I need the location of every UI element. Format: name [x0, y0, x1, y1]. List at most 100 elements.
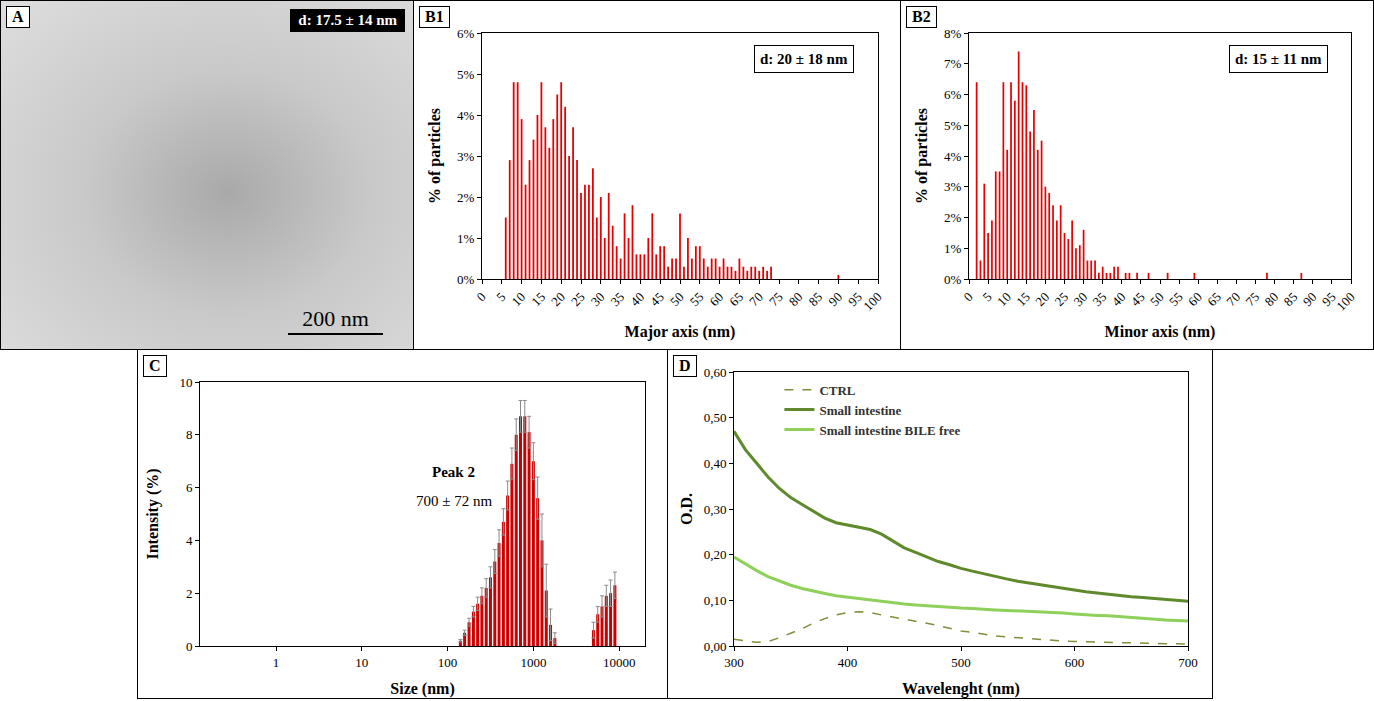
svg-text:65: 65: [1204, 289, 1224, 309]
svg-text:Size (nm): Size (nm): [390, 680, 454, 698]
svg-text:4%: 4%: [944, 149, 962, 164]
svg-text:400: 400: [838, 655, 858, 670]
svg-text:80: 80: [1262, 289, 1282, 309]
svg-text:90: 90: [1300, 289, 1320, 309]
svg-text:6%: 6%: [944, 87, 962, 102]
svg-text:Small intestine BILE free: Small intestine BILE free: [819, 423, 960, 438]
svg-text:0: 0: [961, 289, 976, 304]
svg-text:90: 90: [825, 289, 845, 309]
svg-text:30: 30: [588, 289, 608, 309]
html-text:200 nm: 200 nm: [302, 306, 369, 331]
svg-text:50: 50: [1147, 289, 1167, 309]
svg-text:8: 8: [186, 427, 193, 442]
html-text:B2: B2: [912, 8, 931, 25]
svg-text:35: 35: [1090, 289, 1110, 309]
svg-text:0,50: 0,50: [704, 410, 727, 425]
svg-text:100: 100: [1333, 289, 1357, 313]
svg-text:2: 2: [186, 586, 193, 601]
svg-text:3%: 3%: [457, 149, 475, 164]
svg-text:5%: 5%: [944, 118, 962, 133]
svg-text:4%: 4%: [457, 108, 475, 123]
svg-text:0,00: 0,00: [704, 639, 727, 654]
html-text:d: 17.5 ± 14 nm: d: 17.5 ± 14 nm: [298, 12, 397, 28]
svg-text:6%: 6%: [457, 26, 475, 41]
svg-text:1000: 1000: [520, 655, 546, 670]
svg-text:Small intestine: Small intestine: [819, 403, 901, 418]
svg-text:100: 100: [438, 655, 458, 670]
svg-text:70: 70: [1223, 289, 1243, 309]
svg-text:55: 55: [1166, 289, 1186, 309]
svg-text:70: 70: [746, 289, 766, 309]
svg-text:3%: 3%: [944, 179, 962, 194]
svg-text:5: 5: [980, 289, 995, 304]
svg-text:75: 75: [1242, 289, 1262, 309]
svg-text:15: 15: [528, 289, 548, 309]
svg-text:0,60: 0,60: [704, 365, 727, 380]
svg-text:1%: 1%: [944, 241, 962, 256]
svg-text:40: 40: [1109, 289, 1129, 309]
svg-text:25: 25: [1051, 289, 1071, 309]
svg-text:40: 40: [627, 289, 647, 309]
svg-text:50: 50: [667, 289, 687, 309]
svg-text:45: 45: [1128, 289, 1148, 309]
svg-text:0: 0: [186, 639, 193, 654]
svg-text:10: 10: [994, 289, 1014, 309]
svg-text:80: 80: [786, 289, 806, 309]
svg-text:7%: 7%: [944, 56, 962, 71]
svg-text:30: 30: [1071, 289, 1091, 309]
svg-text:25: 25: [568, 289, 588, 309]
svg-text:% of particles: % of particles: [913, 108, 931, 204]
svg-text:0,30: 0,30: [704, 502, 727, 517]
svg-text:65: 65: [726, 289, 746, 309]
svg-text:Major axis (nm): Major axis (nm): [625, 323, 736, 341]
svg-text:95: 95: [1319, 289, 1339, 309]
svg-text:60: 60: [1185, 289, 1205, 309]
svg-text:Wavelenght (nm): Wavelenght (nm): [902, 680, 1020, 698]
svg-text:100: 100: [860, 289, 884, 313]
svg-text:500: 500: [951, 655, 971, 670]
svg-text:700 ± 72 nm: 700 ± 72 nm: [416, 493, 492, 509]
svg-text:45: 45: [647, 289, 667, 309]
svg-text:6: 6: [186, 480, 193, 495]
svg-text:600: 600: [1065, 655, 1085, 670]
svg-text:1%: 1%: [457, 231, 475, 246]
html-text:B1: B1: [425, 8, 444, 25]
svg-text:10000: 10000: [603, 655, 636, 670]
svg-text:5%: 5%: [457, 67, 475, 82]
svg-text:CTRL: CTRL: [819, 383, 855, 398]
svg-text:0,40: 0,40: [704, 456, 727, 471]
svg-text:0%: 0%: [944, 272, 962, 287]
svg-text:60: 60: [707, 289, 727, 309]
svg-text:0: 0: [474, 289, 489, 304]
svg-text:0%: 0%: [457, 272, 475, 287]
svg-text:4: 4: [186, 533, 193, 548]
svg-text:0,20: 0,20: [704, 547, 727, 562]
svg-text:Minor axis (nm): Minor axis (nm): [1105, 323, 1216, 341]
svg-text:85: 85: [806, 289, 826, 309]
svg-text:55: 55: [687, 289, 707, 309]
svg-text:0,10: 0,10: [704, 593, 727, 608]
svg-text:700: 700: [1178, 655, 1198, 670]
svg-text:10: 10: [509, 289, 529, 309]
svg-text:1: 1: [273, 655, 280, 670]
svg-text:O.D.: O.D.: [678, 493, 695, 525]
svg-text:35: 35: [608, 289, 628, 309]
svg-text:10: 10: [355, 655, 368, 670]
svg-text:5: 5: [493, 289, 508, 304]
svg-text:95: 95: [845, 289, 865, 309]
svg-text:2%: 2%: [944, 210, 962, 225]
svg-text:2%: 2%: [457, 190, 475, 205]
svg-text:15: 15: [1013, 289, 1033, 309]
svg-text:d: 15 ± 11 nm: d: 15 ± 11 nm: [1235, 51, 1322, 67]
svg-text:% of particles: % of particles: [426, 108, 444, 204]
svg-text:Peak 2: Peak 2: [432, 464, 475, 480]
svg-text:20: 20: [1032, 289, 1052, 309]
svg-text:75: 75: [766, 289, 786, 309]
svg-text:10: 10: [179, 375, 192, 390]
svg-text:85: 85: [1281, 289, 1301, 309]
svg-text:d: 20 ± 18 nm: d: 20 ± 18 nm: [760, 51, 848, 67]
svg-text:300: 300: [724, 655, 744, 670]
svg-text:Intensity (%): Intensity (%): [144, 468, 162, 559]
svg-text:20: 20: [548, 289, 568, 309]
svg-text:8%: 8%: [944, 26, 962, 41]
